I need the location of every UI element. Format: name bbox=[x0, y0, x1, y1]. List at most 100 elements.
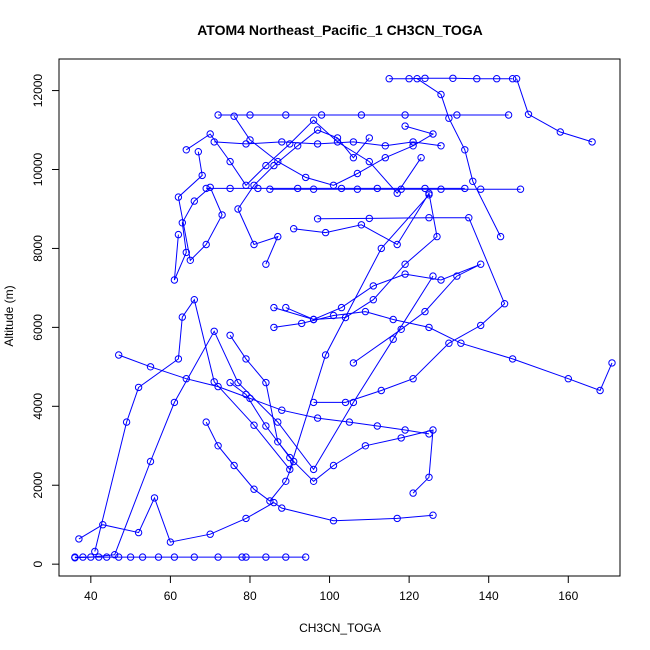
x-tick-label: 40 bbox=[84, 589, 98, 603]
data-point bbox=[445, 114, 453, 122]
data-point bbox=[214, 553, 222, 561]
data-point bbox=[309, 465, 318, 474]
data-point bbox=[246, 111, 254, 119]
data-point bbox=[242, 514, 250, 523]
data-point bbox=[234, 205, 242, 213]
data-point bbox=[508, 355, 517, 363]
data-point bbox=[290, 225, 298, 233]
data-point bbox=[361, 307, 370, 316]
data-point bbox=[365, 134, 373, 142]
series-line-22 bbox=[118, 354, 430, 435]
data-point bbox=[425, 214, 433, 222]
data-point bbox=[429, 130, 437, 138]
data-point bbox=[309, 315, 318, 324]
series-line-4 bbox=[94, 194, 430, 552]
data-point bbox=[226, 157, 234, 166]
data-point bbox=[425, 473, 433, 481]
data-point bbox=[393, 189, 401, 197]
data-point bbox=[71, 554, 79, 562]
data-point bbox=[99, 521, 107, 529]
data-point bbox=[226, 184, 234, 193]
data-point bbox=[170, 398, 179, 407]
data-point bbox=[278, 504, 286, 512]
data-point bbox=[433, 232, 441, 241]
data-point bbox=[202, 418, 210, 426]
series-line-13 bbox=[313, 217, 506, 403]
data-point bbox=[214, 111, 222, 119]
data-point bbox=[266, 185, 274, 193]
data-point bbox=[516, 185, 525, 193]
data-point bbox=[453, 272, 461, 280]
data-point bbox=[270, 161, 278, 170]
data-point bbox=[385, 75, 393, 83]
data-point bbox=[341, 313, 350, 322]
data-point bbox=[87, 553, 95, 561]
data-point bbox=[134, 528, 143, 537]
data-point bbox=[329, 181, 338, 190]
data-point bbox=[266, 497, 274, 505]
data-point bbox=[298, 319, 306, 328]
data-point bbox=[250, 485, 258, 493]
data-point bbox=[425, 189, 433, 197]
data-point bbox=[473, 75, 481, 83]
x-tick-label: 60 bbox=[164, 589, 178, 603]
data-point bbox=[313, 215, 322, 223]
data-point bbox=[377, 244, 385, 253]
data-point bbox=[262, 553, 270, 561]
series-line-8 bbox=[214, 141, 442, 147]
data-point bbox=[493, 75, 501, 83]
data-point bbox=[274, 232, 282, 241]
data-point bbox=[373, 184, 381, 193]
data-point bbox=[369, 282, 377, 290]
data-point bbox=[302, 553, 310, 561]
series-line-15 bbox=[273, 191, 438, 321]
data-point bbox=[246, 136, 254, 144]
data-point bbox=[190, 553, 199, 561]
x-tick-label: 140 bbox=[479, 589, 499, 603]
data-point bbox=[389, 315, 397, 324]
data-point bbox=[146, 363, 155, 371]
data-point bbox=[178, 313, 187, 321]
data-point bbox=[588, 138, 596, 146]
data-point bbox=[373, 422, 381, 430]
data-point bbox=[115, 351, 123, 359]
data-point bbox=[608, 359, 616, 367]
data-point bbox=[309, 477, 318, 485]
data-point bbox=[286, 465, 294, 474]
data-point bbox=[202, 240, 210, 249]
data-point bbox=[242, 181, 250, 190]
data-point bbox=[246, 394, 254, 403]
data-point bbox=[309, 185, 318, 193]
data-point bbox=[115, 553, 123, 561]
data-point bbox=[170, 276, 179, 284]
data-point bbox=[477, 185, 485, 193]
data-point bbox=[333, 138, 342, 146]
series-line-2 bbox=[78, 496, 434, 543]
data-point bbox=[218, 211, 226, 219]
data-point bbox=[262, 260, 270, 268]
data-point bbox=[214, 382, 222, 391]
data-point bbox=[91, 547, 99, 556]
data-point bbox=[353, 185, 362, 193]
series-line-11 bbox=[416, 78, 502, 237]
data-point bbox=[477, 260, 485, 268]
data-point bbox=[333, 134, 342, 142]
data-point bbox=[381, 154, 389, 162]
data-point bbox=[214, 442, 222, 450]
data-point bbox=[210, 327, 218, 335]
data-point bbox=[313, 140, 322, 148]
series-line-5 bbox=[173, 151, 223, 281]
data-point bbox=[500, 300, 509, 308]
data-point bbox=[445, 339, 453, 347]
data-point bbox=[449, 74, 457, 83]
data-point bbox=[397, 325, 405, 333]
series-line-14 bbox=[285, 263, 481, 364]
x-tick-label: 80 bbox=[243, 589, 257, 603]
data-point bbox=[512, 75, 521, 83]
data-point bbox=[309, 116, 318, 124]
data-point bbox=[389, 335, 397, 343]
data-point bbox=[437, 276, 445, 284]
data-point bbox=[206, 183, 214, 192]
data-point bbox=[429, 426, 437, 434]
data-point bbox=[95, 553, 103, 561]
